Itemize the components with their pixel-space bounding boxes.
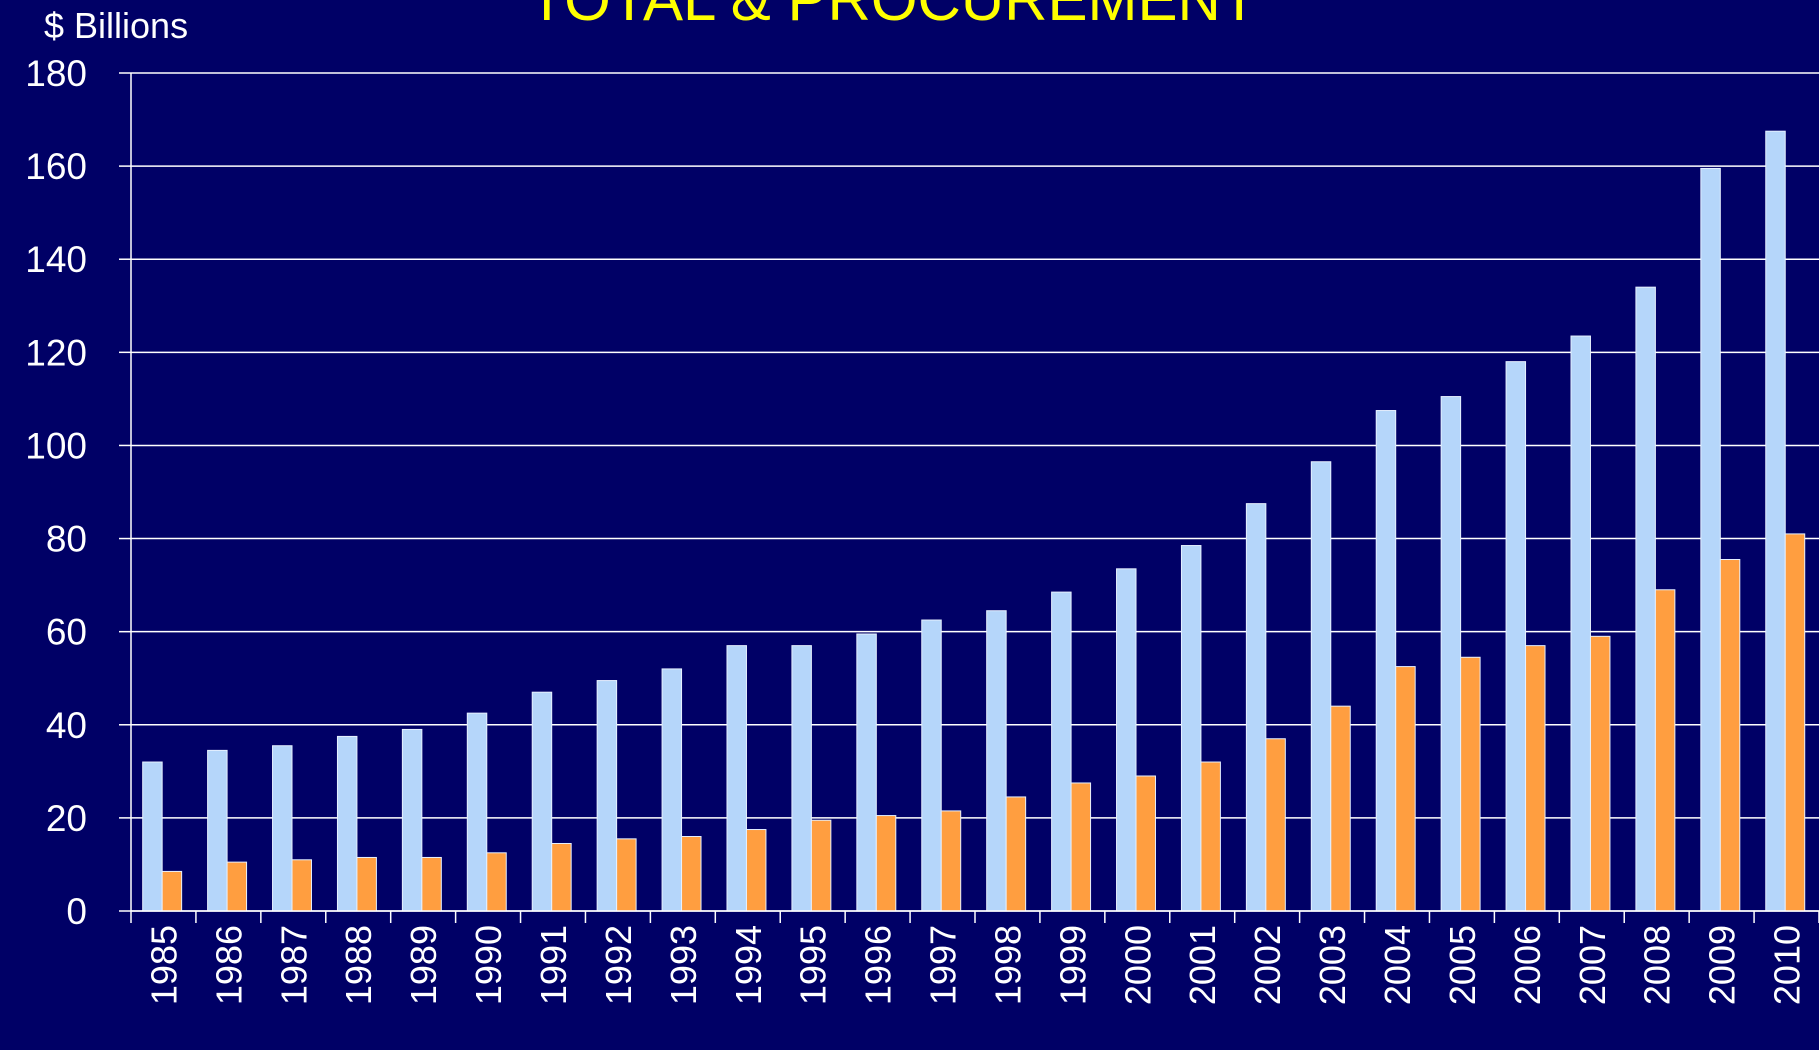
y-tick-label: 140 xyxy=(25,239,87,280)
bar xyxy=(551,842,572,912)
y-tick-label: 120 xyxy=(25,332,87,373)
bar xyxy=(1719,559,1741,912)
bar xyxy=(1005,796,1027,912)
bar xyxy=(226,861,248,912)
bar xyxy=(596,680,618,912)
x-tick-label: 1986 xyxy=(208,925,249,1005)
bar xyxy=(616,838,637,912)
bar xyxy=(421,856,442,912)
bar xyxy=(1635,286,1656,912)
bar xyxy=(726,645,747,912)
bar xyxy=(336,735,358,912)
bar xyxy=(486,852,507,912)
x-tick-label: 2006 xyxy=(1507,925,1548,1005)
bar xyxy=(810,819,832,912)
bar xyxy=(1051,591,1072,912)
bar xyxy=(745,829,767,912)
y-tick-label: 40 xyxy=(46,705,87,746)
chart-title: TOTAL & PROCUREMENT xyxy=(529,0,1258,33)
bar xyxy=(1505,361,1527,912)
bar xyxy=(1116,568,1137,912)
bar xyxy=(401,728,423,912)
y-tick-label: 0 xyxy=(66,891,87,932)
x-tick-label: 2001 xyxy=(1182,925,1223,1005)
bar xyxy=(921,619,942,912)
y-tick-label: 20 xyxy=(46,798,87,839)
x-tick-label: 1990 xyxy=(468,925,509,1005)
bar xyxy=(856,633,877,912)
x-tick-label: 2007 xyxy=(1572,925,1613,1005)
y-tick-label: 100 xyxy=(25,425,87,466)
x-tick-label: 2010 xyxy=(1767,925,1808,1005)
bar xyxy=(1525,645,1546,912)
x-tick-label: 1992 xyxy=(598,925,639,1005)
x-tick-label: 1995 xyxy=(793,925,834,1005)
bar xyxy=(1375,410,1397,912)
bar xyxy=(1135,775,1156,912)
bar xyxy=(1654,589,1676,912)
bar xyxy=(291,859,312,912)
bar xyxy=(1440,396,1462,912)
bar xyxy=(661,668,683,912)
x-tick-label: 1997 xyxy=(923,925,964,1005)
bar xyxy=(940,810,962,912)
x-tick-label: 1988 xyxy=(338,925,379,1005)
bar xyxy=(986,610,1007,912)
bar xyxy=(1200,761,1221,912)
bar xyxy=(272,745,293,912)
bar xyxy=(1310,461,1332,912)
bar xyxy=(161,870,183,912)
x-tick-label: 1994 xyxy=(728,925,769,1005)
bar xyxy=(1700,167,1721,912)
x-tick-label: 2004 xyxy=(1377,925,1418,1005)
bar xyxy=(1265,738,1286,912)
bar xyxy=(1570,335,1591,912)
bar xyxy=(1070,782,1092,912)
y-tick-label: 80 xyxy=(46,519,87,560)
y-tick-label: 180 xyxy=(25,53,87,94)
bar xyxy=(1460,656,1481,912)
x-tick-label: 1985 xyxy=(143,925,184,1005)
x-tick-label: 2003 xyxy=(1312,925,1353,1005)
x-tick-label: 2002 xyxy=(1247,925,1288,1005)
bar xyxy=(1589,635,1611,912)
y-tick-label: 60 xyxy=(46,612,87,653)
bar xyxy=(681,836,702,912)
bar xyxy=(531,691,553,912)
x-tick-label: 1989 xyxy=(403,925,444,1005)
x-tick-label: 2005 xyxy=(1442,925,1483,1005)
y-tick-label: 160 xyxy=(25,146,87,187)
bar xyxy=(875,815,897,912)
y-axis-label: $ Billions xyxy=(44,5,188,46)
bar xyxy=(466,712,488,912)
bar xyxy=(1180,545,1202,912)
x-tick-label: 2008 xyxy=(1637,925,1678,1005)
bar xyxy=(1395,666,1416,912)
x-tick-label: 1993 xyxy=(663,925,704,1005)
x-tick-label: 1987 xyxy=(273,925,314,1005)
bar xyxy=(1784,533,1806,912)
bar xyxy=(1245,503,1267,912)
x-tick-label: 2009 xyxy=(1702,925,1743,1005)
bar xyxy=(142,761,163,912)
bar xyxy=(1765,130,1786,912)
x-tick-label: 2000 xyxy=(1117,925,1158,1005)
bar xyxy=(356,856,377,912)
x-tick-label: 1996 xyxy=(858,925,899,1005)
x-tick-label: 1991 xyxy=(533,925,574,1005)
x-tick-label: 1998 xyxy=(987,925,1028,1005)
bar xyxy=(1330,705,1351,912)
x-tick-label: 1999 xyxy=(1052,925,1093,1005)
bar xyxy=(791,645,812,912)
bar xyxy=(207,749,228,912)
